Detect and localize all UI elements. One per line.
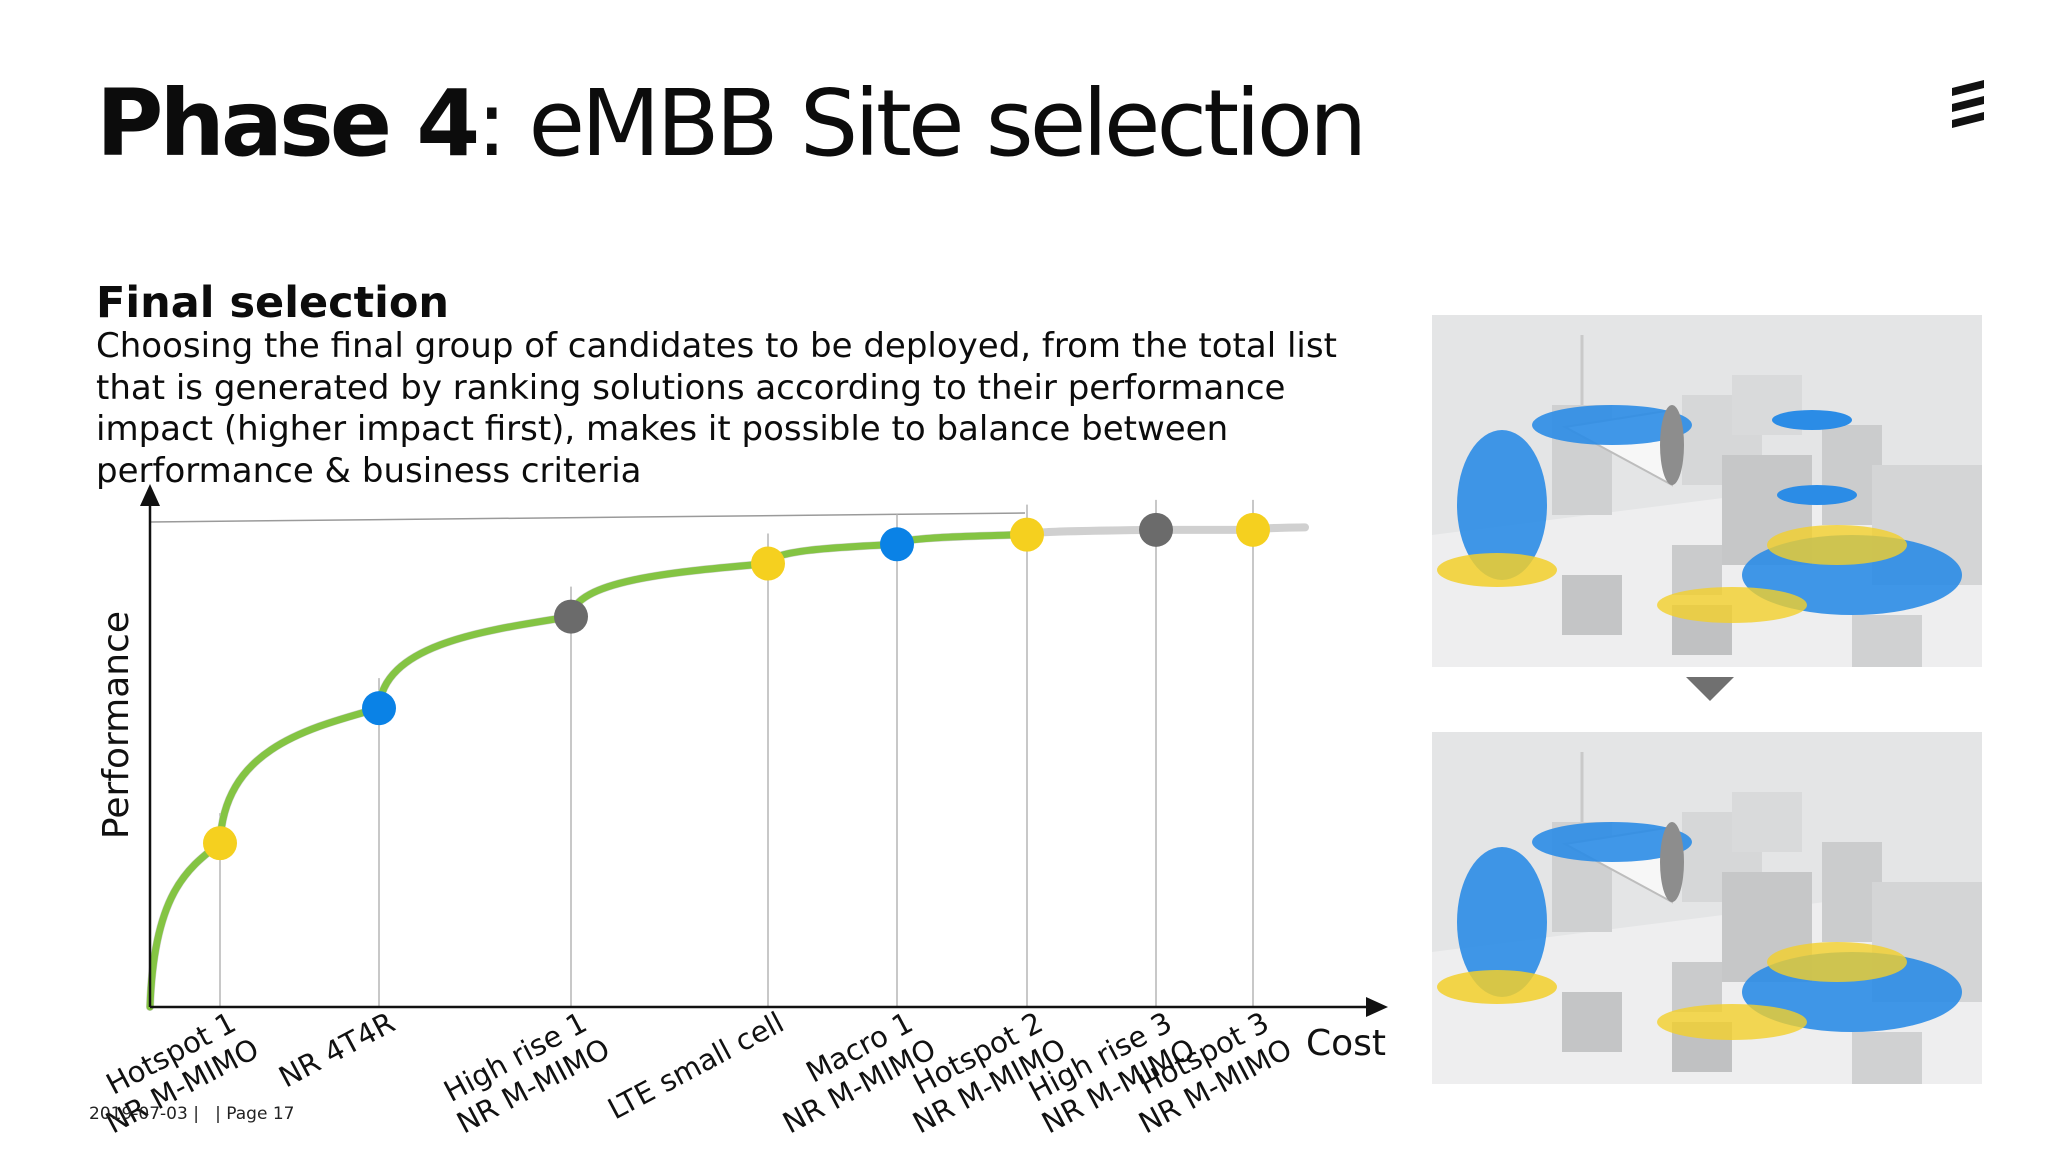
x-tick-label: NR 4T4R bbox=[273, 1005, 400, 1094]
section-heading: Final selection bbox=[96, 278, 450, 328]
ericsson-logo-icon bbox=[1948, 78, 1988, 134]
data-point bbox=[203, 826, 237, 861]
data-point bbox=[554, 599, 588, 634]
footer: 2019-07-03 | | Page 17 bbox=[89, 1104, 295, 1124]
x-axis-label: Cost bbox=[1306, 1023, 1386, 1064]
data-point bbox=[880, 527, 914, 562]
title-rest: : eMBB Site selection bbox=[476, 70, 1367, 177]
data-point bbox=[1139, 512, 1173, 547]
triangle-down-icon bbox=[1686, 677, 1734, 705]
city-deployment-before-icon bbox=[1432, 315, 1982, 667]
footer-date: 2019-07-03 bbox=[89, 1104, 188, 1124]
x-tick-label: LTE small cell bbox=[602, 1005, 789, 1126]
city-deployment-after-icon bbox=[1432, 732, 1982, 1084]
x-tick-label-line: NR 4T4R bbox=[273, 1005, 400, 1094]
data-point bbox=[751, 546, 785, 581]
page-title: Phase 4: eMBB Site selection bbox=[96, 78, 1367, 170]
x-tick-label-line: LTE small cell bbox=[602, 1005, 789, 1126]
section-body: Choosing the final group of candidates t… bbox=[96, 326, 1337, 491]
title-bold: Phase 4 bbox=[96, 70, 480, 177]
y-axis-label: Performance bbox=[96, 611, 137, 839]
reference-curve bbox=[146, 523, 1309, 1011]
reference-top-line bbox=[149, 512, 1026, 523]
x-axis-arrow bbox=[1366, 997, 1388, 1017]
data-point bbox=[1236, 512, 1270, 547]
selected-curve bbox=[146, 531, 1031, 1011]
x-tick-label: High rise 1NR M-MIMO bbox=[435, 1001, 615, 1140]
data-point bbox=[362, 691, 396, 726]
data-point bbox=[1010, 517, 1044, 552]
y-axis-arrow bbox=[140, 484, 160, 506]
footer-page: Page 17 bbox=[226, 1104, 295, 1124]
